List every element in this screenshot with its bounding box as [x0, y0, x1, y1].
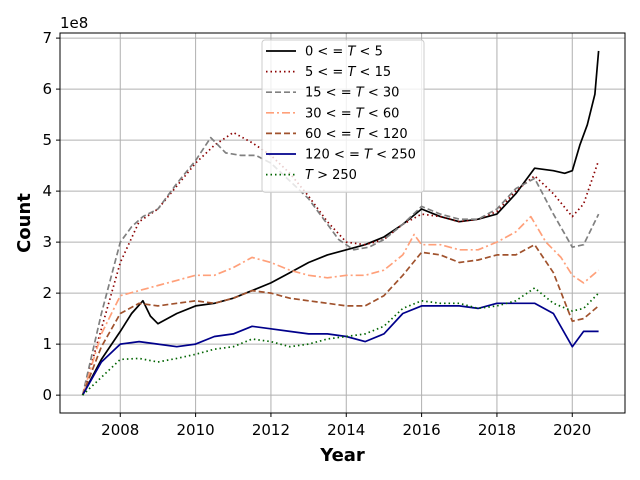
legend: 0 < = T < 5 5 < = T < 15 15 < = T < 30 30 <… [261, 39, 425, 193]
plot-frame [59, 32, 626, 414]
legend-label-1: 5 < = T < 15 [305, 65, 391, 80]
y-axis: 0 1 2 3 4 5 6 7 [42, 29, 60, 404]
x-tick-label: 2016 [403, 421, 441, 439]
series-line-0 [81, 50, 600, 396]
y-tick-label: 2 [42, 284, 52, 302]
x-tick-label: 2010 [177, 421, 215, 439]
y-tick-label: 1 [42, 335, 52, 353]
legend-frame [261, 39, 425, 193]
series-line-4 [81, 243, 600, 396]
legend-label-2: 15 < = T < 30 [305, 86, 399, 101]
legend-label-0: 0 < = T < 5 [305, 45, 383, 60]
y-tick-label: 0 [42, 386, 52, 404]
x-tick-label: 2012 [252, 421, 290, 439]
y-tick-label: 7 [42, 29, 52, 47]
series-line-5 [81, 302, 599, 396]
y-tick-label: 6 [42, 80, 52, 98]
y-tick-label: 5 [42, 131, 52, 149]
series-lines [81, 50, 600, 396]
y-offset-label: 1e8 [60, 14, 88, 32]
legend-label-6: T > 250 [305, 168, 357, 183]
y-axis-label: Count [14, 193, 35, 253]
x-axis-label: Year [319, 445, 365, 466]
legend-label-4: 60 < = T < 120 [305, 127, 408, 142]
legend-label-5: 120 < = T < 250 [305, 148, 416, 163]
legend-label-3: 30 < = T < 60 [305, 106, 399, 121]
y-tick-label: 4 [42, 182, 52, 200]
series-line-3 [81, 215, 600, 396]
x-tick-label: 2018 [478, 421, 516, 439]
x-tick-label: 2020 [553, 421, 591, 439]
x-axis: 2008 2010 2012 2014 2016 2018 2020 [101, 413, 591, 439]
x-tick-label: 2014 [327, 421, 365, 439]
y-tick-label: 3 [42, 233, 52, 251]
x-tick-label: 2008 [101, 421, 139, 439]
